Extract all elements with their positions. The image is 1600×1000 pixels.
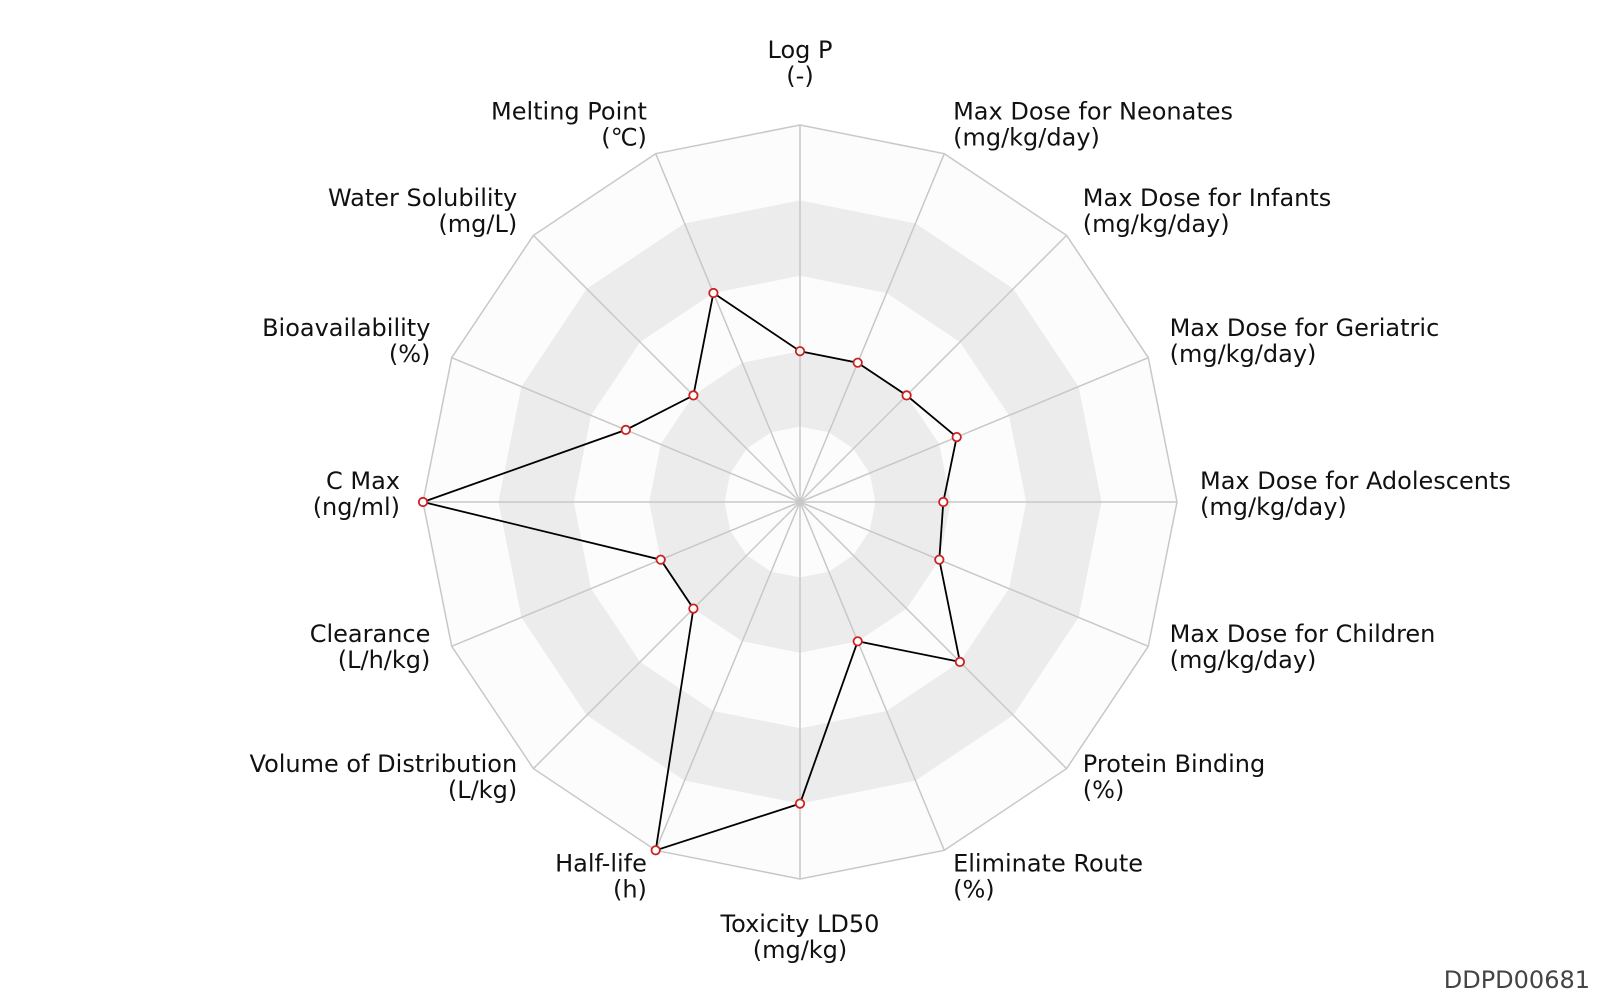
- axis-name: Half-life: [555, 850, 647, 878]
- spoke-6: [799, 501, 1149, 647]
- axis-label-9: Toxicity LD50 (mg/kg): [720, 910, 880, 964]
- axis-name: Max Dose for Geriatric: [1170, 314, 1440, 342]
- axis-label-11: Volume of Distribution (L/kg): [250, 750, 518, 804]
- axis-unit: (L/kg): [448, 776, 517, 804]
- axis-unit: (mg/kg): [753, 936, 848, 964]
- axis-unit: (%): [1083, 776, 1125, 804]
- axis-unit: (mg/kg/day): [1083, 210, 1230, 238]
- data-point-16: [708, 287, 719, 299]
- spoke-16: [655, 153, 801, 503]
- axis-name: Max Dose for Adolescents: [1200, 467, 1511, 495]
- axis-label-10: Half-life (h): [555, 850, 647, 904]
- axis-labels: Log P (-)Max Dose for Neonates (mg/kg/day)…: [250, 36, 1511, 964]
- data-point-8: [852, 636, 863, 647]
- axis-name: Log P: [768, 36, 833, 64]
- spoke-8: [799, 501, 945, 851]
- axis-unit: (mg/kg/day): [1170, 646, 1317, 674]
- axis-unit: (mg/kg/day): [1170, 340, 1317, 368]
- data-point-10: [650, 845, 661, 856]
- axis-unit: (%): [953, 876, 995, 904]
- axis-unit: (L/h/kg): [338, 646, 431, 674]
- axis-name: C Max: [326, 467, 400, 495]
- axis-label-7: Protein Binding (%): [1083, 750, 1265, 804]
- data-point-6: [934, 554, 945, 565]
- spoke-11: [532, 501, 801, 770]
- axis-name: Max Dose for Infants: [1083, 184, 1332, 212]
- data-point-5: [938, 496, 949, 508]
- axis-name: Clearance: [310, 620, 431, 648]
- axis-name: Volume of Distribution: [250, 750, 518, 778]
- axis-label-1: Log P (-): [768, 36, 833, 90]
- axis-unit: (℃): [601, 123, 647, 151]
- spoke-4: [799, 357, 1149, 503]
- axis-name: Melting Point: [491, 97, 647, 125]
- data-point-13: [417, 496, 429, 508]
- data-point-15: [688, 390, 699, 401]
- axis-unit: (h): [613, 876, 647, 904]
- data-point-9: [794, 798, 806, 809]
- axis-label-8: Eliminate Route (%): [953, 850, 1143, 904]
- axis-name: Bioavailability: [262, 314, 430, 342]
- data-point-11: [688, 603, 699, 614]
- data-point-3: [901, 390, 912, 401]
- data-point-2: [852, 357, 863, 368]
- axis-label-12: Clearance (L/h/kg): [310, 620, 431, 674]
- spoke-12: [451, 501, 801, 647]
- axis-label-3: Max Dose for Infants (mg/kg/day): [1083, 184, 1332, 238]
- axis-name: Water Solubility: [328, 184, 517, 212]
- axis-unit: (mg/L): [438, 210, 517, 238]
- axis-name: Max Dose for Children: [1170, 620, 1436, 648]
- data-point-1: [794, 346, 806, 357]
- axis-label-13: C Max (ng/ml): [313, 467, 400, 521]
- data-point-4: [951, 431, 962, 443]
- axis-unit: (mg/kg/day): [953, 123, 1100, 151]
- radar-spokes: [423, 125, 1177, 879]
- chart-id-label: DDPD00681: [1443, 966, 1590, 994]
- axis-label-6: Max Dose for Children (mg/kg/day): [1170, 620, 1436, 674]
- spoke-15: [532, 234, 801, 503]
- axis-unit: (ng/ml): [313, 493, 400, 521]
- spoke-3: [799, 234, 1068, 503]
- data-point-7: [954, 656, 966, 668]
- axis-label-15: Water Solubility (mg/L): [328, 184, 517, 238]
- axis-name: Eliminate Route: [953, 850, 1143, 878]
- axis-unit: (-): [786, 62, 813, 90]
- axis-unit: (mg/kg/day): [1200, 493, 1347, 521]
- axis-unit: (%): [389, 340, 431, 368]
- spoke-10: [655, 501, 801, 851]
- spoke-2: [799, 153, 945, 503]
- axis-label-14: Bioavailability (%): [262, 314, 430, 368]
- axis-label-2: Max Dose for Neonates (mg/kg/day): [953, 97, 1233, 151]
- data-point-12: [655, 554, 666, 565]
- axis-label-5: Max Dose for Adolescents (mg/kg/day): [1200, 467, 1511, 521]
- axis-label-16: Melting Point (℃): [491, 97, 647, 151]
- axis-label-4: Max Dose for Geriatric (mg/kg/day): [1170, 314, 1440, 368]
- axis-name: Max Dose for Neonates: [953, 97, 1233, 125]
- radar-series: [417, 287, 966, 856]
- axis-name: Protein Binding: [1083, 750, 1265, 778]
- axis-name: Toxicity LD50: [720, 910, 880, 938]
- spoke-7: [799, 501, 1068, 770]
- data-point-14: [620, 424, 631, 435]
